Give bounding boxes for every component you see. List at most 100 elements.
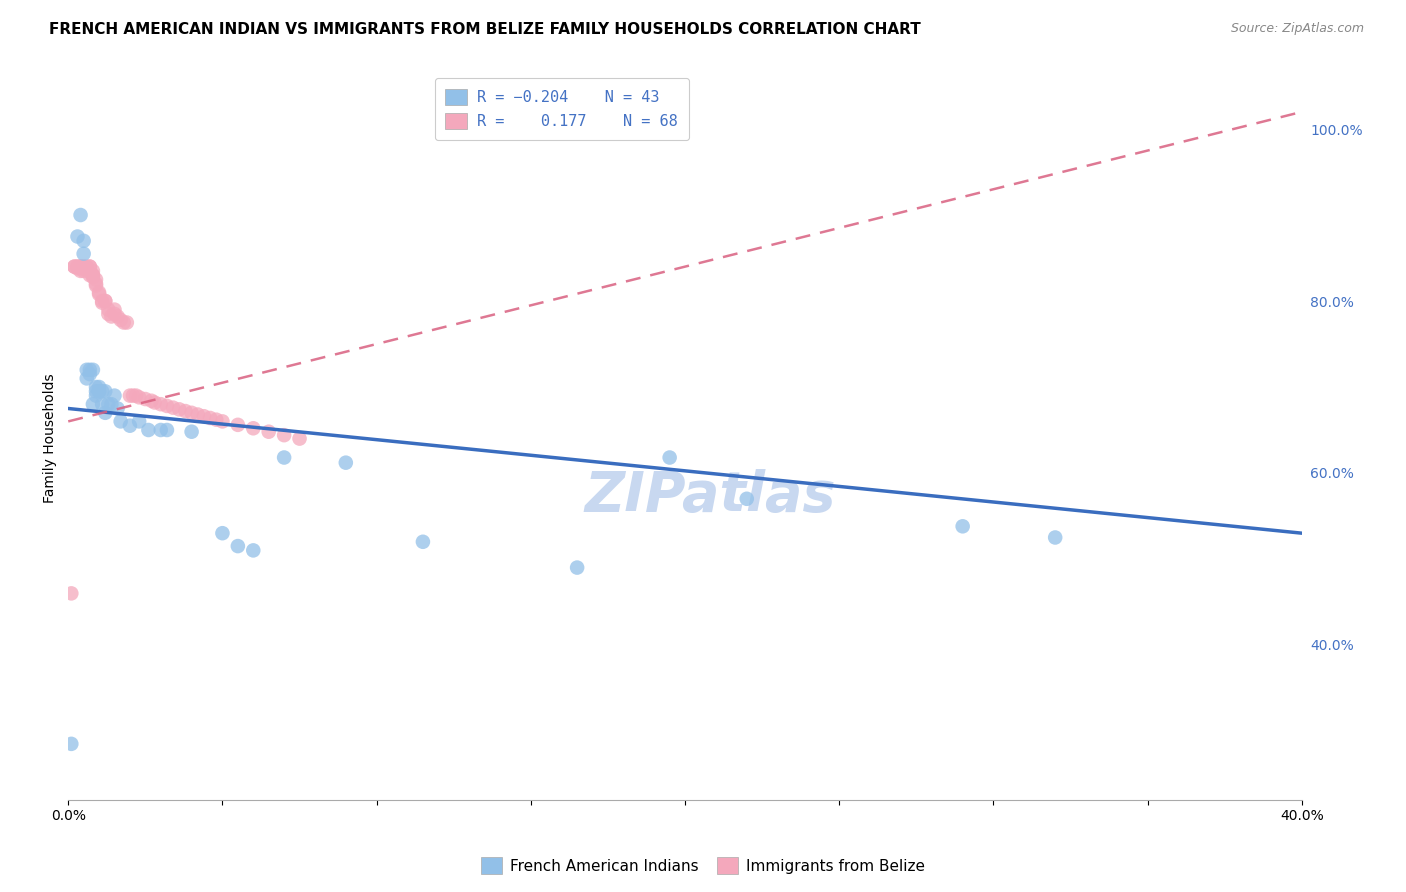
Point — [76, 363, 98, 377]
Point — [103, 302, 125, 317]
Point — [72, 261, 94, 276]
Point — [97, 302, 120, 317]
Point — [134, 392, 156, 406]
Point — [69, 261, 91, 276]
Point — [84, 272, 107, 286]
Point — [1043, 531, 1066, 545]
Point — [143, 395, 166, 409]
Point — [87, 287, 110, 301]
Text: Source: ZipAtlas.com: Source: ZipAtlas.com — [1230, 22, 1364, 36]
Point — [60, 737, 83, 751]
Point — [205, 412, 228, 426]
Point — [115, 316, 138, 330]
Point — [66, 260, 89, 274]
Point — [87, 384, 110, 399]
Point — [82, 268, 104, 283]
Point — [118, 389, 141, 403]
Point — [412, 534, 434, 549]
Point — [63, 260, 86, 274]
Point — [69, 208, 91, 222]
Point — [273, 450, 295, 465]
Point — [187, 408, 209, 422]
Point — [84, 389, 107, 403]
Point — [128, 414, 150, 428]
Legend: French American Indians, Immigrants from Belize: French American Indians, Immigrants from… — [475, 851, 931, 880]
Point — [87, 285, 110, 300]
Point — [226, 417, 249, 432]
Text: FRENCH AMERICAN INDIAN VS IMMIGRANTS FROM BELIZE FAMILY HOUSEHOLDS CORRELATION C: FRENCH AMERICAN INDIAN VS IMMIGRANTS FRO… — [49, 22, 921, 37]
Point — [103, 389, 125, 403]
Point — [100, 397, 122, 411]
Point — [97, 307, 120, 321]
Point — [76, 261, 98, 276]
Point — [257, 425, 280, 439]
Point — [141, 393, 163, 408]
Point — [94, 406, 117, 420]
Point — [84, 384, 107, 399]
Point — [167, 402, 190, 417]
Point — [84, 380, 107, 394]
Point — [84, 277, 107, 291]
Point — [91, 397, 114, 411]
Point — [103, 307, 125, 321]
Point — [72, 246, 94, 260]
Point — [91, 295, 114, 310]
Point — [79, 260, 101, 274]
Point — [69, 260, 91, 274]
Point — [82, 264, 104, 278]
Point — [149, 423, 172, 437]
Point — [79, 363, 101, 377]
Point — [87, 380, 110, 394]
Point — [211, 414, 233, 428]
Point — [91, 293, 114, 308]
Point — [952, 519, 974, 533]
Point — [82, 268, 104, 283]
Point — [97, 397, 120, 411]
Point — [69, 260, 91, 274]
Point — [180, 425, 202, 439]
Point — [72, 260, 94, 274]
Point — [82, 269, 104, 284]
Point — [565, 560, 588, 574]
Point — [79, 367, 101, 381]
Point — [66, 229, 89, 244]
Point — [94, 293, 117, 308]
Point — [60, 586, 83, 600]
Point — [125, 389, 148, 403]
Point — [94, 384, 117, 399]
Point — [100, 310, 122, 324]
Point — [198, 411, 221, 425]
Point — [76, 261, 98, 276]
Point — [128, 390, 150, 404]
Point — [118, 418, 141, 433]
Point — [76, 371, 98, 385]
Point — [66, 261, 89, 276]
Point — [335, 456, 357, 470]
Point — [107, 401, 129, 416]
Point — [156, 399, 179, 413]
Point — [273, 428, 295, 442]
Point — [76, 260, 98, 274]
Y-axis label: Family Households: Family Households — [44, 374, 58, 503]
Point — [162, 401, 184, 415]
Point — [79, 260, 101, 274]
Point — [72, 234, 94, 248]
Point — [658, 450, 681, 465]
Point — [82, 363, 104, 377]
Point — [138, 423, 160, 437]
Point — [110, 313, 132, 327]
Point — [72, 264, 94, 278]
Point — [79, 268, 101, 283]
Point — [288, 432, 311, 446]
Point — [76, 261, 98, 276]
Legend: R = −0.204    N = 43, R =    0.177    N = 68: R = −0.204 N = 43, R = 0.177 N = 68 — [434, 78, 689, 140]
Point — [107, 310, 129, 324]
Point — [242, 543, 264, 558]
Point — [72, 260, 94, 274]
Point — [87, 384, 110, 399]
Point — [174, 404, 197, 418]
Point — [112, 316, 135, 330]
Point — [84, 278, 107, 293]
Point — [149, 397, 172, 411]
Point — [94, 293, 117, 308]
